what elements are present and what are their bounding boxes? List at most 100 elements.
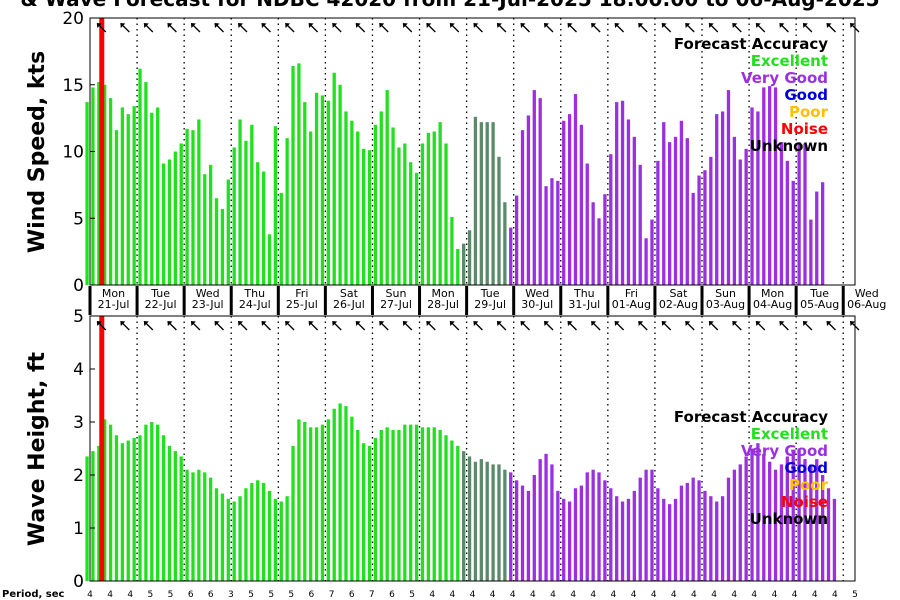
wind-bar bbox=[503, 202, 507, 285]
wave-bar bbox=[379, 429, 383, 581]
wave-bar bbox=[567, 501, 572, 581]
wave-arrow-head bbox=[355, 321, 361, 326]
wind-direction-arrow bbox=[449, 23, 460, 33]
wave-bar bbox=[532, 475, 536, 581]
wind-bar bbox=[420, 143, 425, 285]
period-label: Period, sec bbox=[2, 589, 65, 600]
period-value: 4 bbox=[87, 590, 93, 600]
wind-bar bbox=[173, 151, 177, 285]
wave-bar bbox=[779, 464, 784, 581]
wave-bar bbox=[473, 461, 478, 581]
period-value: 5 bbox=[168, 590, 174, 600]
wave-direction-arrow bbox=[96, 321, 107, 331]
wave-y-tick-label: 3 bbox=[73, 413, 84, 433]
wave-arrow-head bbox=[779, 321, 785, 326]
wind-bar bbox=[720, 111, 725, 285]
wind-legend-entry: Unknown bbox=[750, 137, 828, 155]
wind-legend-title: Forecast Accuracy bbox=[674, 35, 828, 53]
period-value: 4 bbox=[570, 590, 576, 600]
wave-bar bbox=[450, 440, 454, 581]
wave-arrow-head bbox=[214, 321, 220, 326]
wave-bar bbox=[585, 472, 589, 581]
wind-arrow-head bbox=[285, 23, 291, 28]
wind-bar bbox=[462, 243, 466, 285]
day-name-label: Sun bbox=[386, 287, 407, 300]
wave-arrow-head bbox=[190, 321, 196, 326]
wave-bar bbox=[503, 469, 507, 581]
wind-arrow-head bbox=[614, 23, 620, 28]
wind-y-tick-label: 0 bbox=[73, 276, 84, 296]
period-value: 4 bbox=[127, 590, 133, 600]
wind-bar bbox=[261, 171, 266, 285]
wave-bar bbox=[267, 490, 272, 581]
day-divider bbox=[182, 286, 186, 315]
wind-bar bbox=[379, 111, 383, 285]
wind-bar bbox=[356, 131, 360, 285]
wind-bar bbox=[167, 159, 172, 285]
wave-arrow-head bbox=[426, 321, 432, 326]
day-date-label: 06-Aug bbox=[847, 298, 886, 311]
wind-direction-arrow bbox=[332, 23, 342, 33]
wind-arrow-head bbox=[826, 23, 832, 28]
wave-direction-arrow bbox=[308, 321, 319, 331]
day-date-label: 02-Aug bbox=[659, 298, 698, 311]
wave-bar bbox=[467, 456, 472, 581]
wave-bar bbox=[697, 480, 701, 581]
wave-direction-arrow bbox=[779, 321, 789, 331]
wind-arrow-head bbox=[449, 23, 455, 28]
wave-bar bbox=[203, 472, 207, 581]
wind-bar bbox=[644, 238, 648, 285]
wind-bar bbox=[156, 107, 160, 285]
wave-bar bbox=[579, 485, 584, 581]
wave-bar bbox=[332, 408, 336, 581]
wind-bar bbox=[103, 84, 107, 285]
period-value: 4 bbox=[711, 590, 717, 600]
wave-bar bbox=[256, 480, 260, 581]
wind-speed-axis-label: Wind Speed, kts bbox=[25, 51, 50, 253]
period-value: 5 bbox=[409, 590, 415, 600]
wave-bar bbox=[438, 429, 442, 581]
period-value: 4 bbox=[107, 590, 113, 600]
wind-bar bbox=[208, 164, 213, 285]
wind-bar bbox=[603, 194, 607, 285]
wind-bar bbox=[250, 124, 254, 285]
wind-direction-arrow bbox=[473, 23, 483, 33]
wind-bar bbox=[285, 138, 289, 285]
wave-bar bbox=[562, 498, 566, 581]
day-name-label: Fri bbox=[295, 287, 308, 300]
wind-bar bbox=[526, 115, 531, 285]
wind-bar bbox=[473, 116, 478, 285]
wind-bar bbox=[756, 111, 760, 285]
wind-bar bbox=[573, 94, 578, 285]
wind-bar bbox=[426, 132, 431, 285]
wind-direction-arrow bbox=[614, 23, 625, 33]
wave-bar bbox=[409, 424, 413, 581]
wind-arrow-head bbox=[567, 23, 573, 28]
wave-direction-arrow bbox=[426, 321, 436, 331]
wave-bar bbox=[373, 437, 378, 581]
wave-height-panel: 0 1 2 3 4 5 Wave Height, ft Forecast Accuracy… bbox=[25, 307, 860, 592]
day-name-label: Wed bbox=[196, 287, 220, 300]
wind-bar bbox=[750, 107, 754, 285]
wave-legend-entry: Poor bbox=[789, 476, 829, 494]
day-date-label: 29-Jul bbox=[474, 298, 506, 311]
wave-legend-entry: Good bbox=[784, 459, 828, 477]
wind-bar bbox=[650, 219, 654, 285]
wind-direction-arrow bbox=[261, 23, 271, 33]
day-divider bbox=[653, 286, 657, 315]
wave-bar bbox=[320, 424, 325, 581]
wave-bar bbox=[185, 469, 189, 581]
wind-legend-entry: Good bbox=[784, 86, 828, 104]
wave-bar bbox=[497, 464, 501, 581]
wind-bar bbox=[497, 156, 501, 285]
wave-bar bbox=[161, 435, 166, 581]
wave-bar bbox=[609, 488, 613, 581]
wave-direction-arrow bbox=[496, 321, 507, 331]
wind-bar bbox=[538, 98, 542, 285]
day-name-label: Thu bbox=[243, 287, 265, 300]
wind-bar bbox=[803, 143, 807, 285]
wave-bar bbox=[615, 496, 619, 581]
day-divider bbox=[747, 286, 751, 315]
day-name-label: Mon bbox=[431, 287, 454, 300]
period-value: 4 bbox=[470, 590, 476, 600]
